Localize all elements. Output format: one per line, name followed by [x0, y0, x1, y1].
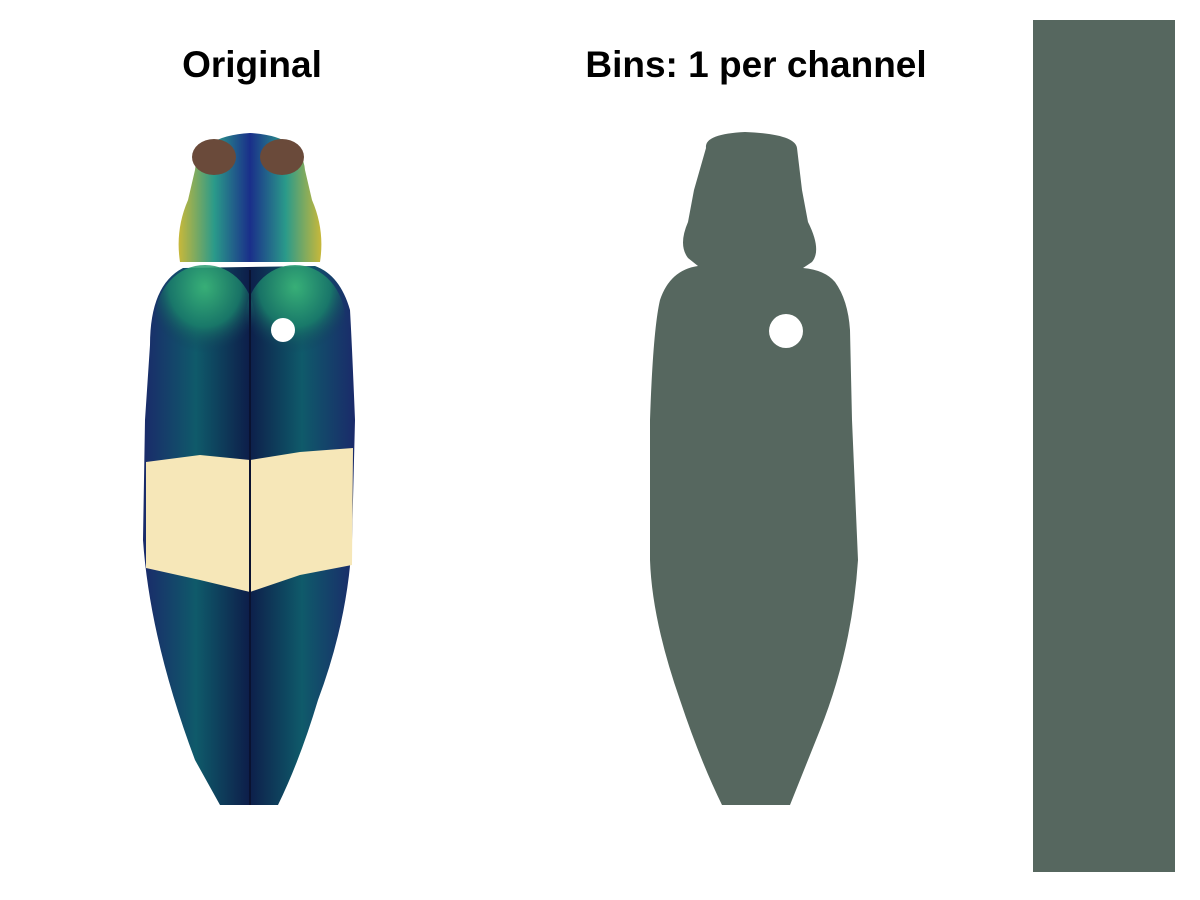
beetle-eye-right [260, 139, 304, 175]
quantized-beetle-silhouette [650, 132, 858, 805]
original-beetle-image [143, 133, 355, 805]
beetle-shoulder-sheen-right [245, 265, 345, 375]
white-dot-original [271, 318, 295, 342]
silhouette-shape [650, 132, 858, 805]
beetle-shoulder-sheen-left [155, 265, 255, 375]
quantized-color-swatch [1033, 20, 1175, 872]
white-dot-quantized [769, 314, 803, 348]
beetle-eye-left [192, 139, 236, 175]
